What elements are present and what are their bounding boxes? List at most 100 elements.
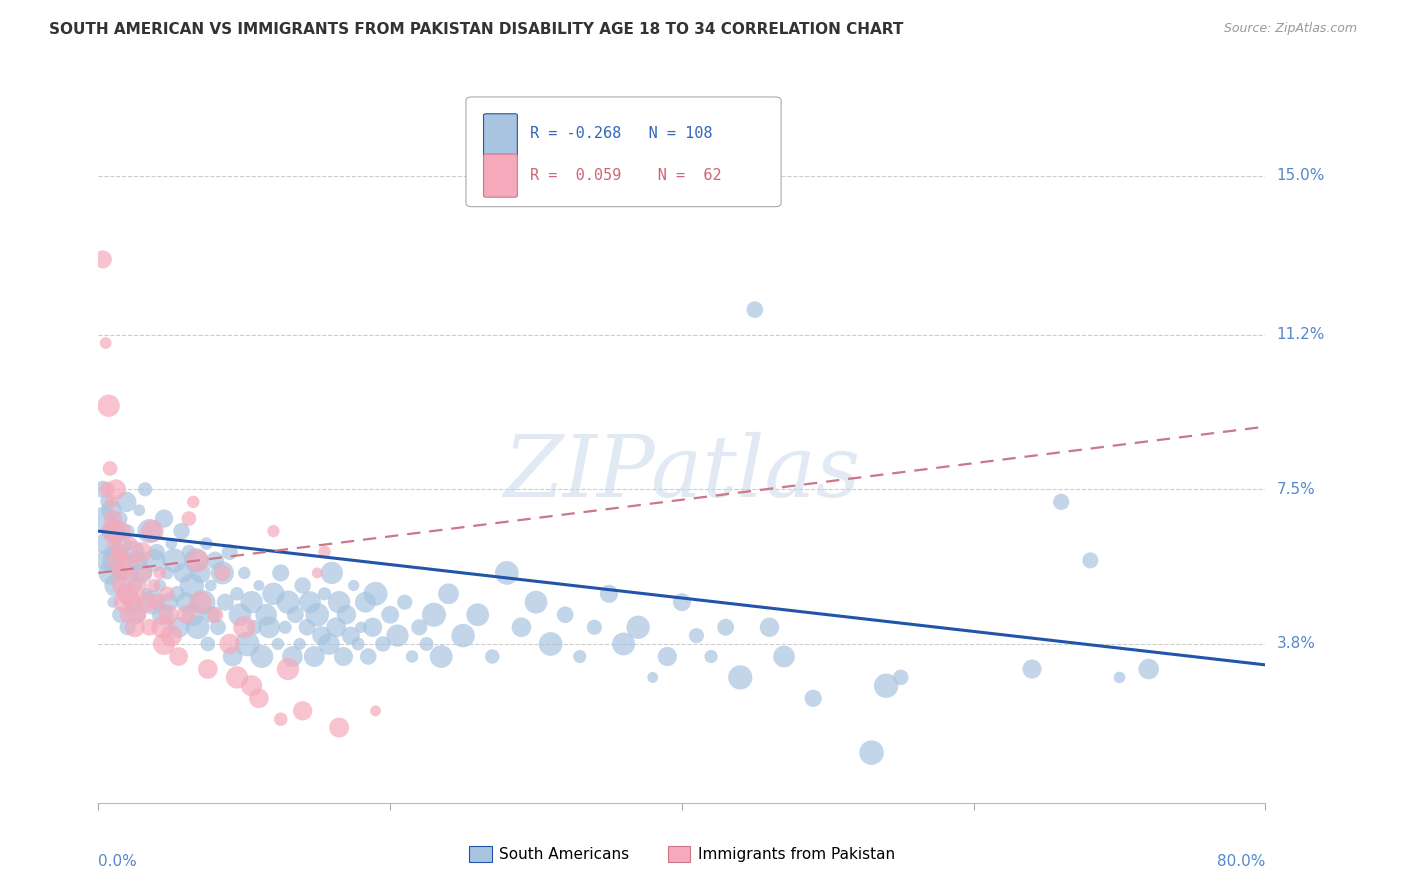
Point <box>93 511 115 525</box>
Point <box>1108 670 1130 684</box>
Point <box>103 524 125 538</box>
Point <box>394 595 416 609</box>
Point <box>354 595 377 609</box>
Point <box>149 566 172 580</box>
Point <box>270 712 292 726</box>
Point <box>105 553 128 567</box>
Point <box>277 662 299 676</box>
Point <box>166 587 188 601</box>
Point <box>114 587 136 601</box>
FancyBboxPatch shape <box>484 154 517 197</box>
Point <box>240 595 263 609</box>
Text: 80.0%: 80.0% <box>1218 854 1265 869</box>
Point <box>153 637 176 651</box>
Text: Source: ZipAtlas.com: Source: ZipAtlas.com <box>1223 22 1357 36</box>
Point <box>612 637 634 651</box>
Point <box>430 649 453 664</box>
Point <box>117 524 139 538</box>
Point <box>117 607 139 622</box>
Point <box>204 607 226 622</box>
Point <box>91 252 114 267</box>
Point <box>204 553 226 567</box>
Point <box>120 566 142 580</box>
Point <box>314 587 336 601</box>
Point <box>100 503 122 517</box>
Point <box>343 578 366 592</box>
Point <box>181 495 204 509</box>
Point <box>233 566 256 580</box>
Point <box>197 662 219 676</box>
Point <box>262 524 284 538</box>
Point <box>758 620 780 634</box>
Text: SOUTH AMERICAN VS IMMIGRANTS FROM PAKISTAN DISABILITY AGE 18 TO 34 CORRELATION C: SOUTH AMERICAN VS IMMIGRANTS FROM PAKIST… <box>49 22 904 37</box>
Legend: South Americans, Immigrants from Pakistan: South Americans, Immigrants from Pakista… <box>463 840 901 868</box>
Point <box>108 566 131 580</box>
Point <box>387 629 409 643</box>
Point <box>254 607 277 622</box>
Point <box>568 649 591 664</box>
Point <box>104 483 127 497</box>
Point <box>247 578 270 592</box>
Point <box>141 524 163 538</box>
Point <box>295 620 318 634</box>
Point <box>860 746 883 760</box>
Point <box>187 620 209 634</box>
Point <box>128 503 150 517</box>
Point <box>307 607 329 622</box>
Point <box>135 595 157 609</box>
Point <box>250 649 273 664</box>
Point <box>111 536 134 550</box>
Point <box>233 620 256 634</box>
Point <box>730 670 752 684</box>
Point <box>141 595 163 609</box>
Text: 0.0%: 0.0% <box>98 854 138 869</box>
Point <box>177 511 200 525</box>
Point <box>274 620 297 634</box>
Point <box>121 566 143 580</box>
Point <box>172 566 194 580</box>
Point <box>801 691 824 706</box>
Point <box>104 578 127 592</box>
Point <box>641 670 664 684</box>
Point <box>1137 662 1160 676</box>
Point <box>98 545 121 559</box>
Point <box>110 607 132 622</box>
Point <box>226 587 249 601</box>
Point <box>149 578 172 592</box>
Point <box>267 637 290 651</box>
Point <box>321 566 343 580</box>
Point <box>314 545 336 559</box>
Point <box>101 524 124 538</box>
Point <box>156 587 179 601</box>
Point <box>112 595 135 609</box>
Point <box>207 620 229 634</box>
Point <box>146 545 169 559</box>
Point <box>110 511 132 525</box>
Point <box>94 536 117 550</box>
Point <box>325 620 347 634</box>
Point <box>101 553 124 567</box>
Point <box>240 679 263 693</box>
Point <box>773 649 796 664</box>
Point <box>1080 553 1102 567</box>
Text: 7.5%: 7.5% <box>1277 482 1315 497</box>
Point <box>120 536 142 550</box>
Point <box>350 620 373 634</box>
Point <box>153 511 176 525</box>
Point <box>100 495 122 509</box>
FancyBboxPatch shape <box>484 114 517 157</box>
Point <box>98 461 121 475</box>
Text: 3.8%: 3.8% <box>1277 637 1316 651</box>
Point <box>177 545 200 559</box>
Point <box>101 511 124 525</box>
Point <box>714 620 737 634</box>
Point <box>127 578 149 592</box>
Point <box>190 566 212 580</box>
Point <box>218 637 240 651</box>
Point <box>201 607 224 622</box>
Point <box>170 524 193 538</box>
Point <box>371 637 394 651</box>
Point <box>467 607 489 622</box>
Point <box>193 595 215 609</box>
Point <box>339 629 361 643</box>
